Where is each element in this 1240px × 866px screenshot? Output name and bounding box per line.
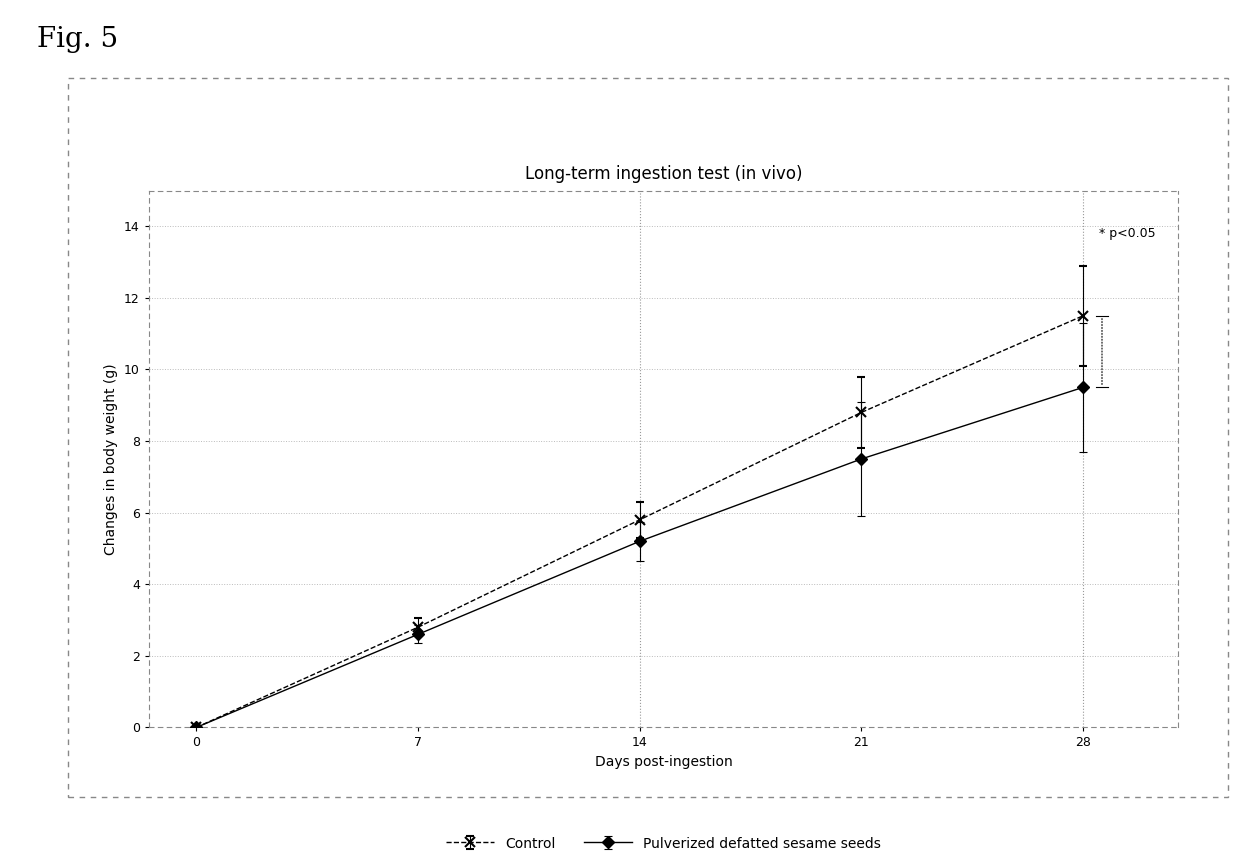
Text: Fig. 5: Fig. 5 [37,26,118,53]
Title: Long-term ingestion test (in vivo): Long-term ingestion test (in vivo) [525,165,802,184]
Y-axis label: Changes in body weight (g): Changes in body weight (g) [104,363,118,555]
Text: * p<0.05: * p<0.05 [1099,227,1156,240]
X-axis label: Days post-ingestion: Days post-ingestion [594,755,733,769]
Legend: Control, Pulverized defatted sesame seeds: Control, Pulverized defatted sesame seed… [440,831,887,857]
